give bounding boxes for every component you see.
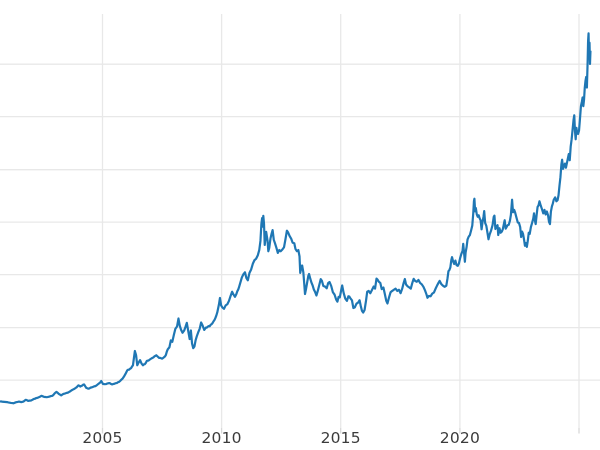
x-gridlines [101, 14, 580, 428]
x-tick-marks [101, 428, 580, 434]
y-gridlines [0, 63, 600, 381]
price-line-series [0, 32, 592, 405]
